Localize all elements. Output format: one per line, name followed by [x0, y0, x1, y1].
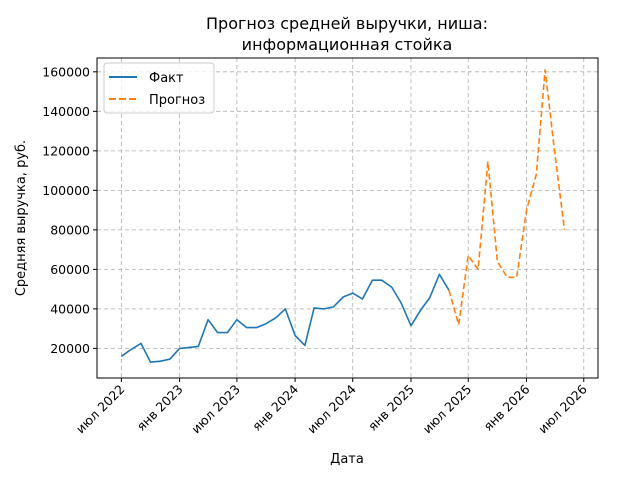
y-axis: 20000 40000 60000 80000 100000 120000 140000 16… [42, 64, 97, 356]
y-axis-label: Средняя выручка, руб. [14, 140, 29, 296]
series-lines [120, 69, 566, 364]
x-axis-label: Дата [330, 452, 364, 467]
series-line-0 [120, 273, 450, 364]
series-line-1 [448, 69, 566, 326]
chart-title-line-2: информационная стойка [242, 35, 453, 54]
legend: Факт Прогноз [103, 62, 215, 114]
legend-label-forecast: Прогноз [149, 93, 205, 108]
y-tick-label: 80000 [50, 222, 90, 237]
plot-frame [96, 57, 599, 379]
y-tick-label: 100000 [42, 183, 90, 198]
y-tick-label: 160000 [42, 64, 90, 79]
y-tick-label: 140000 [42, 104, 90, 119]
y-tick-label: 60000 [50, 262, 90, 277]
legend-label-fact: Факт [149, 71, 184, 86]
legend-box [103, 62, 215, 114]
chart-title-line-1: Прогноз средней выручки, ниша: [206, 14, 488, 33]
y-tick-label: 20000 [50, 341, 90, 356]
y-tick-label: 40000 [50, 301, 90, 316]
y-tick-label: 120000 [42, 143, 90, 158]
